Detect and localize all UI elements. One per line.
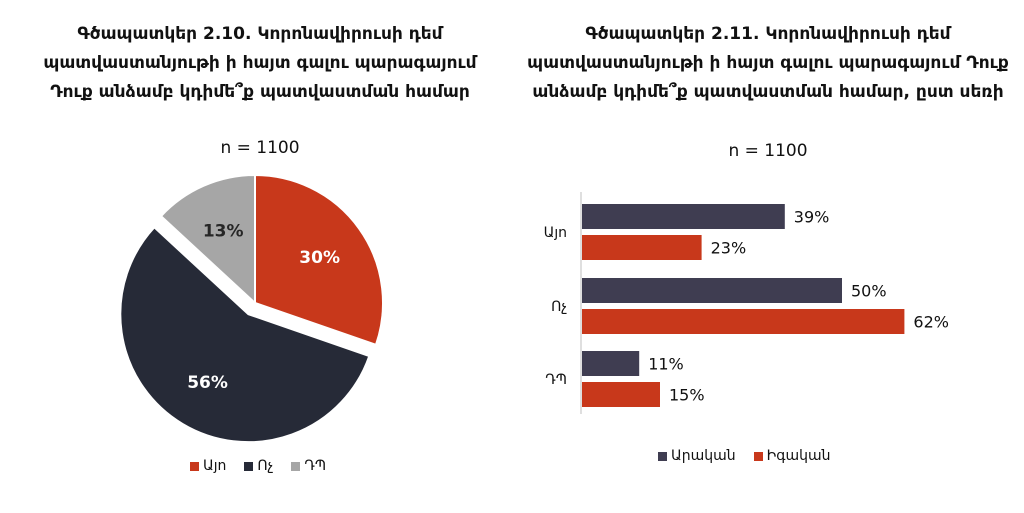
legend-swatch <box>753 451 763 461</box>
bar-legend: Արական Իգական <box>658 448 831 464</box>
data-label: 23% <box>711 239 747 258</box>
bar <box>582 235 702 260</box>
chart-title: Գծապատկեր 2.11. Կորոնավիրուսի դեմ պատվաս… <box>527 24 1009 102</box>
data-label: 13% <box>203 221 244 241</box>
data-label: 62% <box>913 313 949 332</box>
bar <box>582 309 905 334</box>
data-label: 50% <box>851 282 887 301</box>
data-label: 30% <box>299 248 340 268</box>
legend-label: ԴՊ <box>304 458 327 474</box>
pie-slice <box>119 225 371 444</box>
legend-swatch <box>244 461 254 471</box>
bar <box>582 382 660 407</box>
category-label: Ոչ <box>551 299 567 315</box>
category-label: Այո <box>544 225 567 241</box>
legend-label: Ոչ <box>257 458 274 474</box>
legend-label: Այո <box>203 458 227 474</box>
legend-item-no: Ոչ <box>244 458 273 474</box>
data-label: 39% <box>794 208 830 227</box>
legend-item-female: Իգական <box>753 448 831 464</box>
legend-swatch <box>190 461 199 471</box>
pie-slice <box>159 173 256 306</box>
bar <box>582 351 640 376</box>
chart-subtitle: n = 1100 <box>728 141 808 161</box>
data-label: 11% <box>648 355 684 374</box>
bar <box>582 204 785 229</box>
legend-swatch <box>291 461 301 471</box>
legend-item-yes: Այո <box>190 458 226 474</box>
legend-item-male: Արական <box>658 448 736 464</box>
data-label: 15% <box>669 386 705 405</box>
pie-slice <box>254 173 384 347</box>
bar-chart: Այո 39% 23% Ոչ 50% 62% ԴՊ 11% 15% <box>544 192 949 414</box>
legend-swatch <box>658 451 667 461</box>
bar <box>582 278 842 303</box>
chart-title: Գծապատկեր 2.10. Կորոնավիրուսի դեմ պատվաս… <box>43 24 477 102</box>
legend-label: Իգական <box>766 448 831 464</box>
pie-chart-panel: Գծապատկեր 2.10. Կորոնավիրուսի դեմ պատվաս… <box>43 24 477 474</box>
pie-chart: 30% 56% 13% <box>119 173 384 444</box>
legend-item-dk: ԴՊ <box>291 458 326 474</box>
legend-label: Արական <box>671 448 736 464</box>
pie-legend: Այո Ոչ ԴՊ <box>190 458 326 474</box>
category-label: ԴՊ <box>545 372 567 388</box>
chart-subtitle: n = 1100 <box>220 138 300 158</box>
bar-chart-panel: Գծապատկեր 2.11. Կորոնավիրուսի դեմ պատվաս… <box>512 0 1024 513</box>
data-label: 56% <box>187 373 228 393</box>
